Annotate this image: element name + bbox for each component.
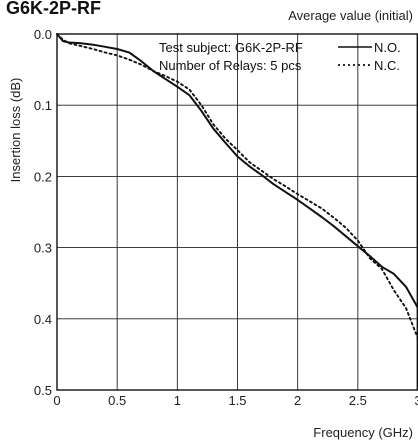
legend: Test subject: G6K-2P-RF N.O. Number of R… [159, 40, 401, 73]
y-tick-label: 0.1 [34, 98, 52, 113]
series-line-no [56, 33, 418, 310]
legend-series-nc: N.C. [374, 58, 400, 73]
series-lines [56, 33, 418, 340]
series-line-nc [56, 33, 418, 340]
y-tick-label: 0.5 [34, 383, 52, 398]
y-tick-label: 0.0 [34, 27, 52, 42]
grid [56, 33, 418, 391]
y-axis-label: Insertion loss (dB) [8, 78, 23, 183]
x-tick-label: 3 [414, 393, 418, 408]
x-tick-labels: 0 0.5 1 1.5 2 2.5 3 [53, 393, 418, 408]
y-tick-label: 0.4 [34, 312, 52, 327]
x-tick-label: 2.5 [349, 393, 367, 408]
y-tick-label: 0.3 [34, 241, 52, 256]
y-tick-labels: 0.0 0.1 0.2 0.3 0.4 0.5 [34, 27, 52, 398]
plot-frame [56, 33, 418, 391]
x-tick-label: 2 [294, 393, 301, 408]
legend-test-subject: Test subject: G6K-2P-RF [159, 40, 303, 55]
x-tick-label: 0 [53, 393, 60, 408]
legend-series-no: N.O. [374, 40, 401, 55]
legend-relay-count: Number of Relays: 5 pcs [159, 58, 302, 73]
chart-subtitle: Average value (initial) [288, 8, 413, 23]
x-tick-label: 1 [174, 393, 181, 408]
x-tick-label: 0.5 [108, 393, 126, 408]
x-tick-label: 1.5 [228, 393, 246, 408]
y-tick-label: 0.2 [34, 169, 52, 184]
x-axis-label: Frequency (GHz) [313, 425, 413, 440]
chart-title: G6K-2P-RF [6, 0, 101, 18]
